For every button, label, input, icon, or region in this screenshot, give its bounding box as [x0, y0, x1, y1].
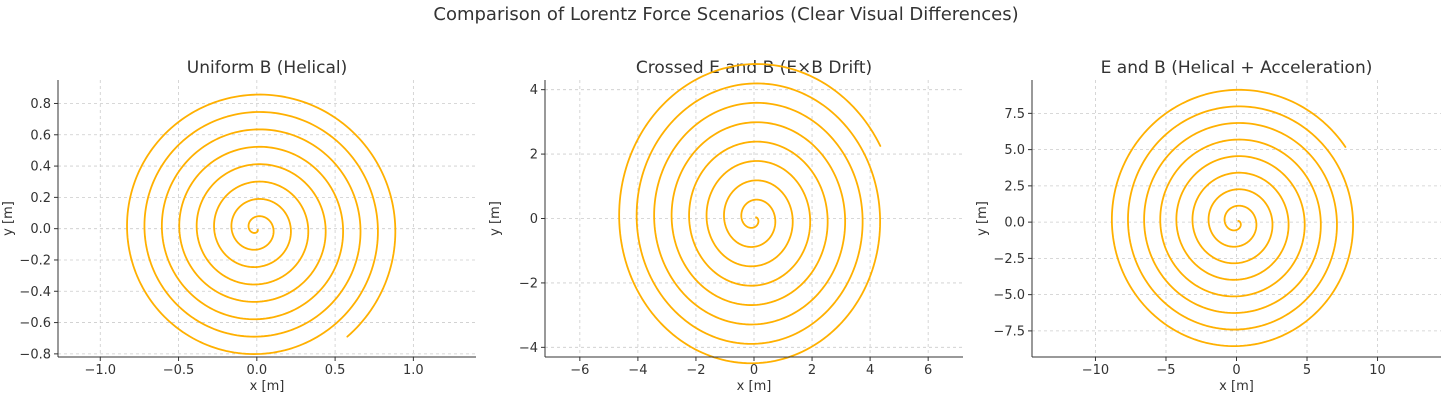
x-tick-label: 6	[924, 363, 932, 378]
y-tick-label: −2	[519, 276, 538, 291]
grid	[58, 80, 476, 357]
y-axis-label: y [m]	[1, 201, 16, 236]
chart-crossed-e-b: Crossed E and B (E×B Drift) x [m] y [m] …	[488, 58, 963, 394]
x-tick-label: 0.5	[325, 363, 346, 378]
y-tick-label: 5.0	[1004, 143, 1025, 158]
y-tick-label: 0.8	[30, 97, 51, 112]
x-tick-label: 0.0	[246, 363, 267, 378]
x-tick-label: 5	[1303, 363, 1311, 378]
y-tick-label: 2	[530, 148, 538, 163]
x-tick-label: −10	[1082, 363, 1109, 378]
grid	[545, 80, 963, 357]
x-tick-label: −2	[686, 363, 705, 378]
x-axis-label: x [m]	[250, 379, 285, 394]
y-tick-label: 4	[530, 83, 538, 98]
chart-title: Crossed E and B (E×B Drift)	[636, 58, 872, 78]
grid	[1032, 80, 1441, 357]
y-tick-label: −2.5	[993, 252, 1025, 267]
x-tick-label: −4	[628, 363, 647, 378]
y-tick-label: −0.6	[19, 316, 51, 331]
x-tick-label: 0	[750, 363, 758, 378]
chart-uniform-b: Uniform B (Helical) x [m] y [m] −1.0 −0.5…	[1, 58, 476, 394]
y-tick-label: 0.2	[30, 191, 51, 206]
figure-title: Comparison of Lorentz Force Scenarios (C…	[433, 4, 1018, 25]
chart-helical-acceleration: E and B (Helical + Acceleration) x [m] y…	[975, 58, 1441, 394]
chart-title: Uniform B (Helical)	[187, 58, 348, 78]
chart-title: E and B (Helical + Acceleration)	[1101, 58, 1373, 78]
x-tick-label: 4	[866, 363, 874, 378]
x-tick-label: 0	[1232, 363, 1240, 378]
y-tick-label: 2.5	[1004, 179, 1025, 194]
y-axis-label: y [m]	[488, 201, 503, 236]
x-tick-label: −6	[570, 363, 589, 378]
y-tick-label: 0.0	[30, 222, 51, 237]
x-tick-label: −1.0	[84, 363, 116, 378]
y-tick-label: −5.0	[993, 288, 1025, 303]
x-axis-label: x [m]	[1219, 379, 1254, 394]
x-tick-label: 2	[808, 363, 816, 378]
x-tick-label: 10	[1369, 363, 1386, 378]
y-tick-label: 0.0	[1004, 216, 1025, 231]
y-axis-label: y [m]	[975, 201, 990, 236]
y-tick-label: 0	[530, 212, 538, 227]
trajectory-line	[1110, 88, 1354, 348]
x-tick-label: 1.0	[403, 363, 424, 378]
y-tick-label: −0.2	[19, 253, 51, 268]
trajectory-line	[126, 93, 397, 355]
y-tick-label: −7.5	[993, 324, 1025, 339]
y-tick-label: 0.6	[30, 128, 51, 143]
y-tick-label: −0.8	[19, 347, 51, 362]
x-tick-label: −0.5	[163, 363, 195, 378]
y-tick-label: −0.4	[19, 285, 51, 300]
trajectory-line	[618, 63, 882, 365]
x-tick-label: −5	[1156, 363, 1175, 378]
y-tick-label: 7.5	[1004, 107, 1025, 122]
x-axis-label: x [m]	[737, 379, 772, 394]
y-tick-label: 0.4	[30, 160, 51, 175]
y-tick-label: −4	[519, 341, 538, 356]
